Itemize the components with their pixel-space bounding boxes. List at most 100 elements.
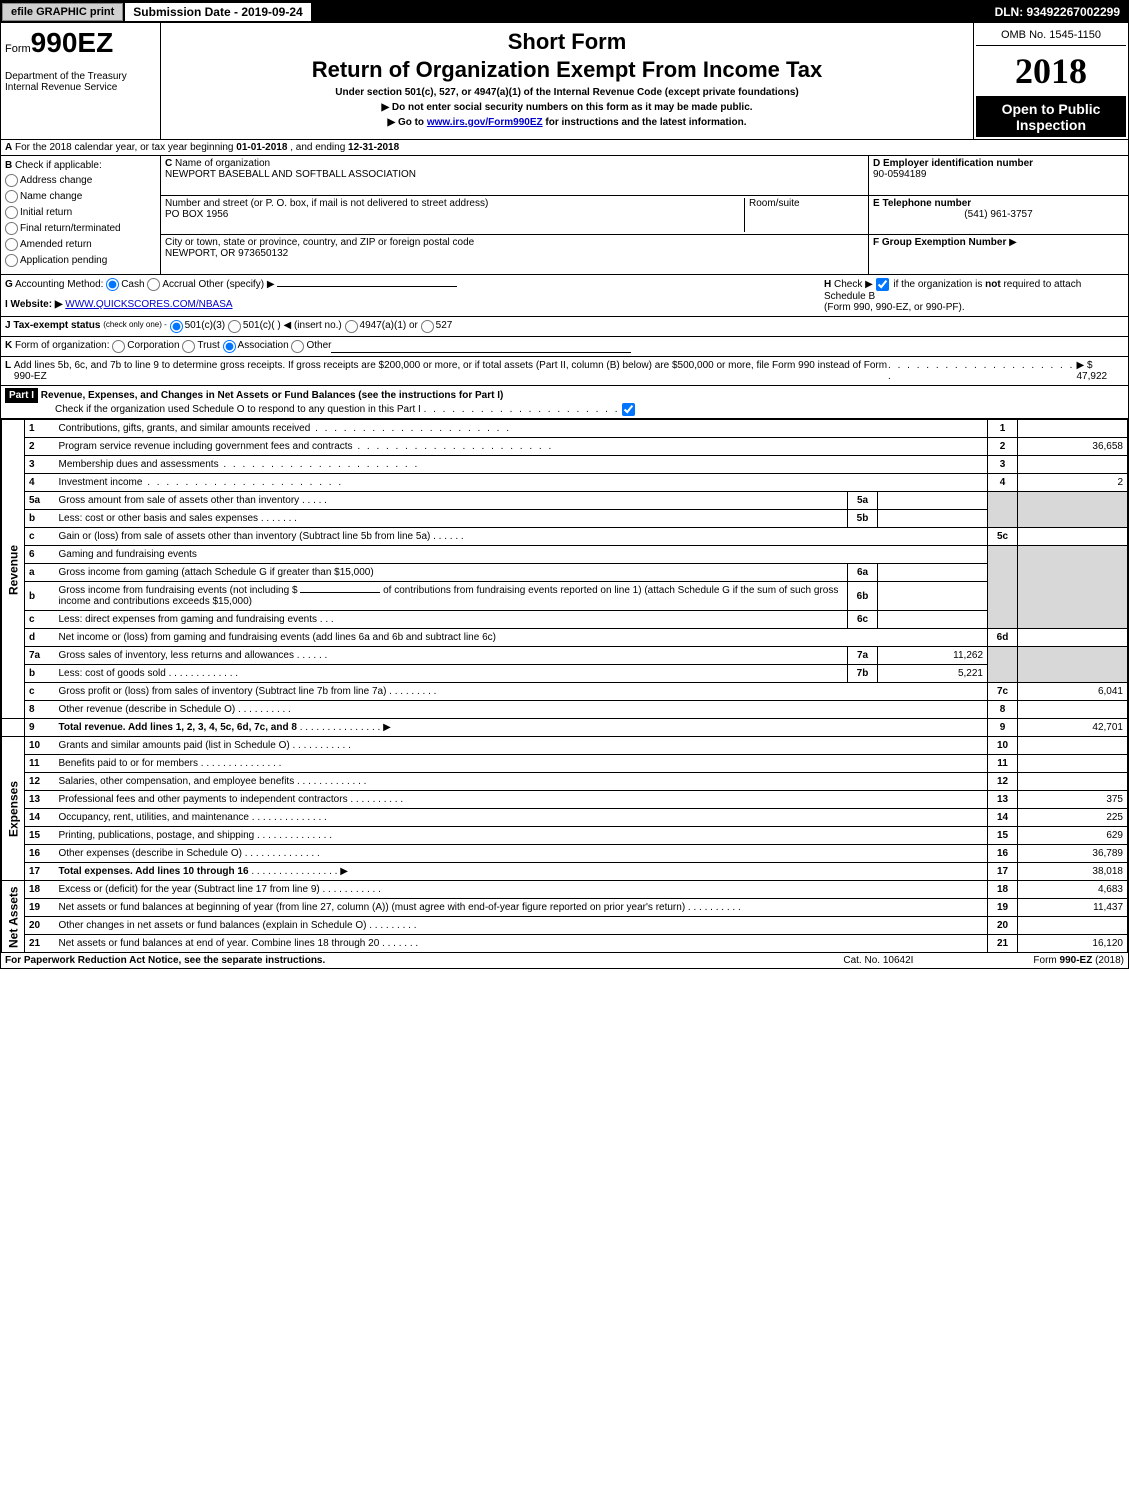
- application-pending-label: Application pending: [20, 255, 107, 266]
- j-501c3-radio[interactable]: [170, 320, 183, 333]
- subtitle-2: ▶ Do not enter social security numbers o…: [165, 102, 969, 113]
- accrual-radio[interactable]: [147, 278, 160, 291]
- line-5a: 5a Gross amount from sale of assets othe…: [2, 492, 1128, 510]
- line-6a: a Gross income from gaming (attach Sched…: [2, 564, 1128, 582]
- line-a-prefix: For the 2018 calendar year, or tax year …: [15, 142, 236, 153]
- efile-print-button[interactable]: efile GRAPHIC print: [2, 3, 123, 21]
- k-trust-radio[interactable]: [182, 340, 195, 353]
- f-arrow: ▶: [1009, 237, 1017, 248]
- l7c-desc: Gross profit or (loss) from sales of inv…: [59, 686, 387, 697]
- j-527: 527: [436, 320, 453, 333]
- k-assoc: Association: [238, 340, 289, 353]
- part-i-subtitle: Check if the organization used Schedule …: [55, 404, 421, 415]
- l16-num: 16: [25, 845, 55, 863]
- section-c: C Name of organization NEWPORT BASEBALL …: [161, 156, 868, 274]
- cash-radio[interactable]: [106, 278, 119, 291]
- j-4947-radio[interactable]: [345, 320, 358, 333]
- j-501c-radio[interactable]: [228, 320, 241, 333]
- irs-link[interactable]: www.irs.gov/Form990EZ: [427, 117, 543, 128]
- l-label: L: [5, 360, 11, 382]
- l14-linenum: 14: [988, 809, 1018, 827]
- l20-desc: Other changes in net assets or fund bala…: [59, 920, 367, 931]
- department-treasury: Department of the Treasury: [5, 71, 156, 82]
- l6b-inner-amt: [878, 582, 988, 611]
- address-change-radio[interactable]: [5, 174, 18, 187]
- part-i-checkbox[interactable]: [622, 403, 635, 416]
- form-header: Form990EZ Department of the Treasury Int…: [1, 23, 1128, 140]
- initial-return-label: Initial return: [20, 207, 72, 218]
- line-20: 20 Other changes in net assets or fund b…: [2, 917, 1128, 935]
- name-change-option[interactable]: Name change: [5, 190, 156, 203]
- l5c-desc: Gain or (loss) from sale of assets other…: [59, 531, 431, 542]
- k-label: K: [5, 340, 12, 353]
- l5b-num: b: [25, 510, 55, 528]
- c-label: C: [165, 158, 172, 169]
- l21-linenum: 21: [988, 935, 1018, 953]
- line-g-h: G Accounting Method: Cash Accrual Other …: [1, 275, 1128, 317]
- entity-block: B Check if applicable: Address change Na…: [1, 156, 1128, 275]
- amended-return-radio[interactable]: [5, 238, 18, 251]
- l6c-inner-amt: [878, 611, 988, 629]
- l7a-num: 7a: [25, 647, 55, 665]
- line-a-label: A: [5, 142, 12, 153]
- l2-num: 2: [25, 438, 55, 456]
- h-label: H: [824, 279, 831, 290]
- l6a-inner-amt: [878, 564, 988, 582]
- website-link[interactable]: WWW.QUICKSCORES.COM/NBASA: [65, 299, 232, 310]
- name-change-label: Name change: [20, 191, 82, 202]
- address-change-option[interactable]: Address change: [5, 174, 156, 187]
- open-public-2: Inspection: [1016, 117, 1086, 133]
- l2-dots: [353, 441, 554, 452]
- l5a-inner: 5a: [848, 492, 878, 510]
- l5b-desc: Less: cost or other basis and sales expe…: [59, 513, 259, 524]
- line-10: Expenses 10 Grants and similar amounts p…: [2, 737, 1128, 755]
- application-pending-option[interactable]: Application pending: [5, 254, 156, 267]
- l18-num: 18: [25, 881, 55, 899]
- k-corp-radio[interactable]: [112, 340, 125, 353]
- l10-linenum: 10: [988, 737, 1018, 755]
- j-527-radio[interactable]: [421, 320, 434, 333]
- l19-linenum: 19: [988, 899, 1018, 917]
- street: PO BOX 1956: [165, 209, 228, 220]
- l5ab-shade-amt: [1018, 492, 1128, 528]
- lines-table: Revenue 1 Contributions, gifts, grants, …: [1, 419, 1128, 953]
- name-change-radio[interactable]: [5, 190, 18, 203]
- org-name: NEWPORT BASEBALL AND SOFTBALL ASSOCIATIO…: [165, 169, 416, 180]
- l2-amt: 36,658: [1018, 438, 1128, 456]
- form-number-block: Form990EZ: [5, 27, 156, 59]
- ein-cell: D Employer identification number 90-0594…: [869, 156, 1128, 196]
- k-assoc-radio[interactable]: [223, 340, 236, 353]
- l13-linenum: 13: [988, 791, 1018, 809]
- l4-num: 4: [25, 474, 55, 492]
- l18-desc: Excess or (deficit) for the year (Subtra…: [59, 884, 320, 895]
- l3-linenum: 3: [988, 456, 1018, 474]
- h-checkbox[interactable]: [876, 278, 889, 291]
- room-label: Room/suite: [749, 198, 800, 209]
- l19-num: 19: [25, 899, 55, 917]
- l6d-linenum: 6d: [988, 629, 1018, 647]
- initial-return-radio[interactable]: [5, 206, 18, 219]
- address-change-label: Address change: [20, 175, 92, 186]
- phone-cell: E Telephone number (541) 961-3757: [869, 196, 1128, 236]
- other-label: Other (specify) ▶: [198, 279, 274, 290]
- initial-return-option[interactable]: Initial return: [5, 206, 156, 219]
- l6-num: 6: [25, 546, 55, 564]
- l6d-num: d: [25, 629, 55, 647]
- j-501c: 501(c)( ) ◀ (insert no.): [243, 320, 342, 333]
- application-pending-radio[interactable]: [5, 254, 18, 267]
- final-return-radio[interactable]: [5, 222, 18, 235]
- l15-num: 15: [25, 827, 55, 845]
- l5a-desc: Gross amount from sale of assets other t…: [59, 495, 300, 506]
- line-15: 15 Printing, publications, postage, and …: [2, 827, 1128, 845]
- l11-linenum: 11: [988, 755, 1018, 773]
- l13-desc: Professional fees and other payments to …: [59, 794, 348, 805]
- amended-return-option[interactable]: Amended return: [5, 238, 156, 251]
- h-text4: (Form 990, 990-EZ, or 990-PF).: [824, 302, 965, 313]
- line-6c: c Less: direct expenses from gaming and …: [2, 611, 1128, 629]
- k-other-radio[interactable]: [291, 340, 304, 353]
- final-return-option[interactable]: Final return/terminated: [5, 222, 156, 235]
- expenses-side-label: Expenses: [2, 737, 25, 881]
- top-bar: efile GRAPHIC print Submission Date - 20…: [1, 1, 1128, 23]
- l6a-num: a: [25, 564, 55, 582]
- header-center: Short Form Return of Organization Exempt…: [161, 23, 973, 139]
